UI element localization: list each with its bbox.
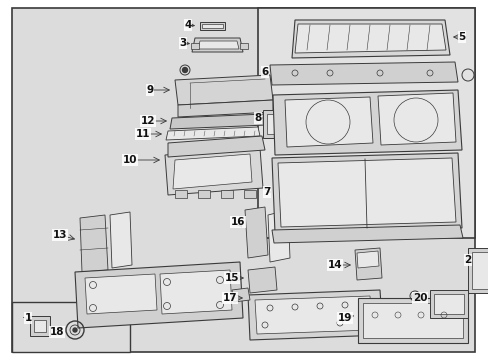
Text: 11: 11 [136,129,150,139]
Polygon shape [354,248,381,280]
Bar [175,190,186,198]
Polygon shape [269,62,457,85]
Polygon shape [192,38,243,52]
Text: 13: 13 [53,230,67,240]
Polygon shape [247,290,382,340]
Polygon shape [175,75,272,105]
Polygon shape [254,296,371,334]
Polygon shape [80,215,108,272]
Bar [467,248,488,293]
Bar [191,43,199,49]
Polygon shape [278,158,455,227]
Bar [240,43,247,49]
Bar [429,290,467,318]
Polygon shape [75,262,243,328]
Bar [263,110,294,138]
Text: 2: 2 [464,255,470,265]
Bar [471,252,488,289]
Circle shape [412,293,417,298]
Bar [34,320,46,332]
Polygon shape [267,210,289,262]
Polygon shape [294,24,445,53]
Polygon shape [272,90,461,155]
Bar [258,8,474,238]
Polygon shape [165,127,260,140]
Polygon shape [285,97,372,147]
Bar [362,303,462,338]
Bar [30,316,50,336]
Text: 8: 8 [254,113,261,123]
Text: 20: 20 [412,293,427,303]
Text: 19: 19 [337,313,351,323]
Polygon shape [247,267,276,293]
Polygon shape [271,153,461,233]
Polygon shape [85,274,157,314]
Polygon shape [244,207,267,258]
Bar [12,302,130,352]
Polygon shape [356,251,378,268]
Text: 7: 7 [263,187,270,197]
Polygon shape [164,148,263,195]
Polygon shape [170,114,266,129]
Bar [433,294,463,314]
Text: 18: 18 [50,327,64,337]
Text: 6: 6 [261,67,268,77]
Bar [221,190,232,198]
Text: 1: 1 [24,313,32,323]
Text: 16: 16 [230,217,245,227]
Polygon shape [202,24,223,28]
Text: 17: 17 [222,293,237,303]
Polygon shape [110,212,132,268]
Text: 5: 5 [457,32,465,42]
Polygon shape [198,41,239,49]
Bar [198,190,209,198]
Polygon shape [231,288,249,302]
Bar [357,298,467,343]
Text: 10: 10 [122,155,137,165]
Text: 12: 12 [141,116,155,126]
Text: 3: 3 [179,38,186,48]
Polygon shape [160,270,231,314]
Text: 9: 9 [146,85,153,95]
Circle shape [182,68,187,72]
Circle shape [73,328,77,332]
Polygon shape [178,100,272,117]
Polygon shape [200,22,224,30]
Text: 15: 15 [224,273,239,283]
Polygon shape [168,136,264,157]
Text: 14: 14 [327,260,342,270]
Polygon shape [291,20,449,58]
Polygon shape [173,154,251,189]
Polygon shape [377,93,455,145]
Bar [244,190,256,198]
Bar [266,114,290,134]
Polygon shape [271,225,462,243]
Text: 4: 4 [184,20,191,30]
